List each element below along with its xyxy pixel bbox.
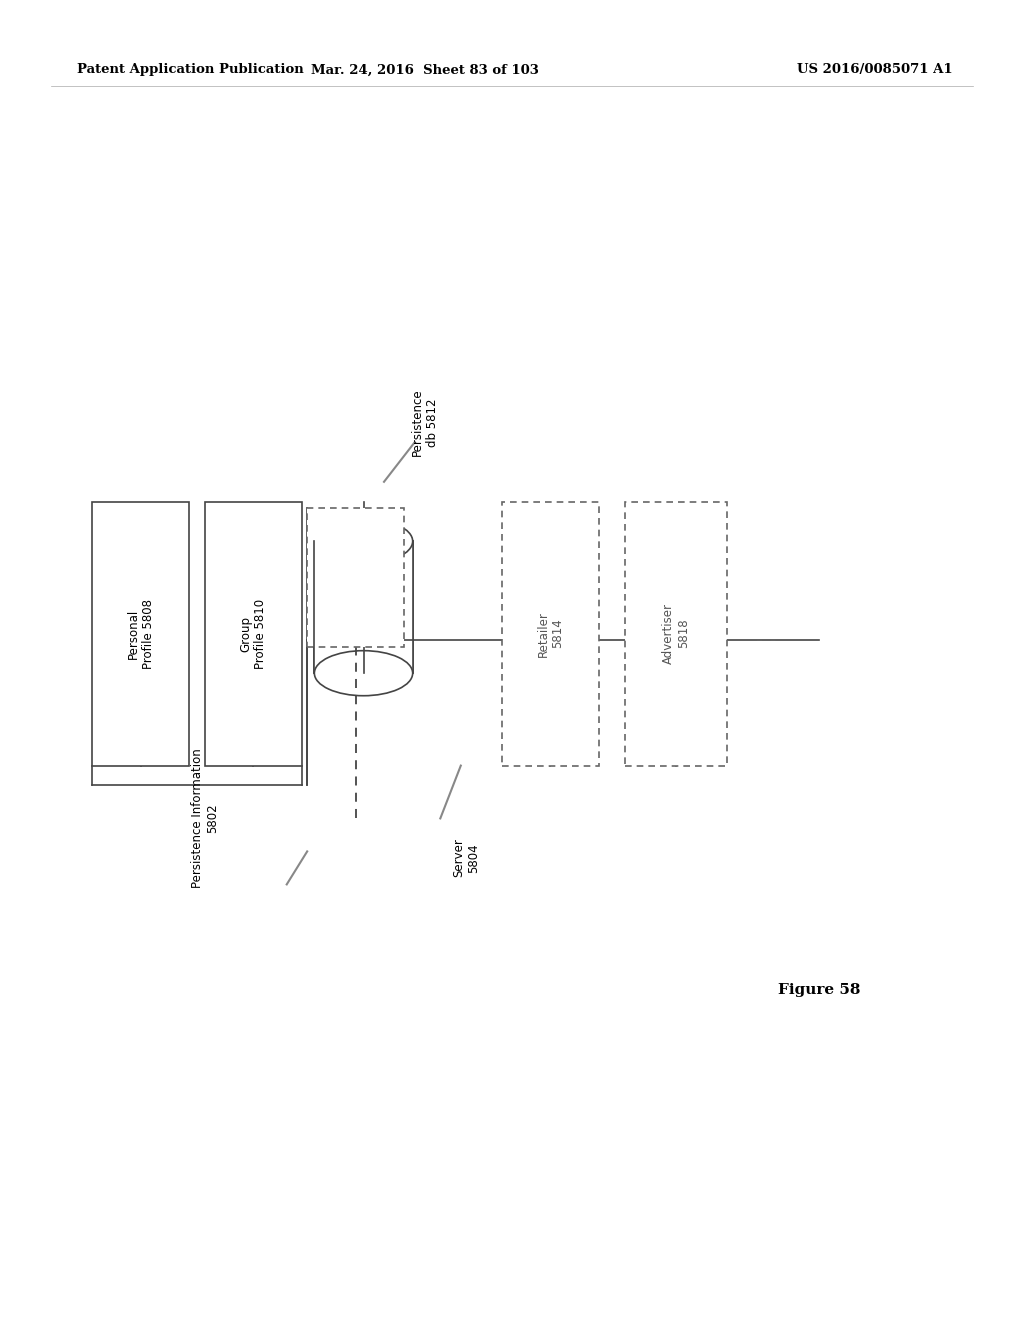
- Bar: [314, 541, 413, 673]
- Bar: [205, 502, 302, 766]
- Ellipse shape: [314, 651, 413, 696]
- Bar: [625, 502, 727, 766]
- Bar: [92, 502, 189, 766]
- Text: Group
Profile 5810: Group Profile 5810: [240, 598, 267, 669]
- Text: Retailer
5814: Retailer 5814: [537, 611, 564, 656]
- Text: Mar. 24, 2016  Sheet 83 of 103: Mar. 24, 2016 Sheet 83 of 103: [311, 63, 539, 77]
- Bar: [307, 508, 404, 647]
- Text: Persistence
db 5812: Persistence db 5812: [411, 388, 439, 457]
- Text: - -: - -: [756, 631, 776, 649]
- Bar: [502, 502, 599, 766]
- Text: US 2016/0085071 A1: US 2016/0085071 A1: [797, 63, 952, 77]
- Text: Personal
Profile 5808: Personal Profile 5808: [127, 598, 155, 669]
- Text: Advertiser
5818: Advertiser 5818: [662, 603, 690, 664]
- Text: Server
5804: Server 5804: [452, 838, 480, 878]
- Text: Figure 58: Figure 58: [778, 983, 860, 998]
- Text: Persistence Information
5802: Persistence Information 5802: [190, 748, 219, 888]
- Ellipse shape: [314, 519, 413, 564]
- Text: Patent Application Publication: Patent Application Publication: [77, 63, 303, 77]
